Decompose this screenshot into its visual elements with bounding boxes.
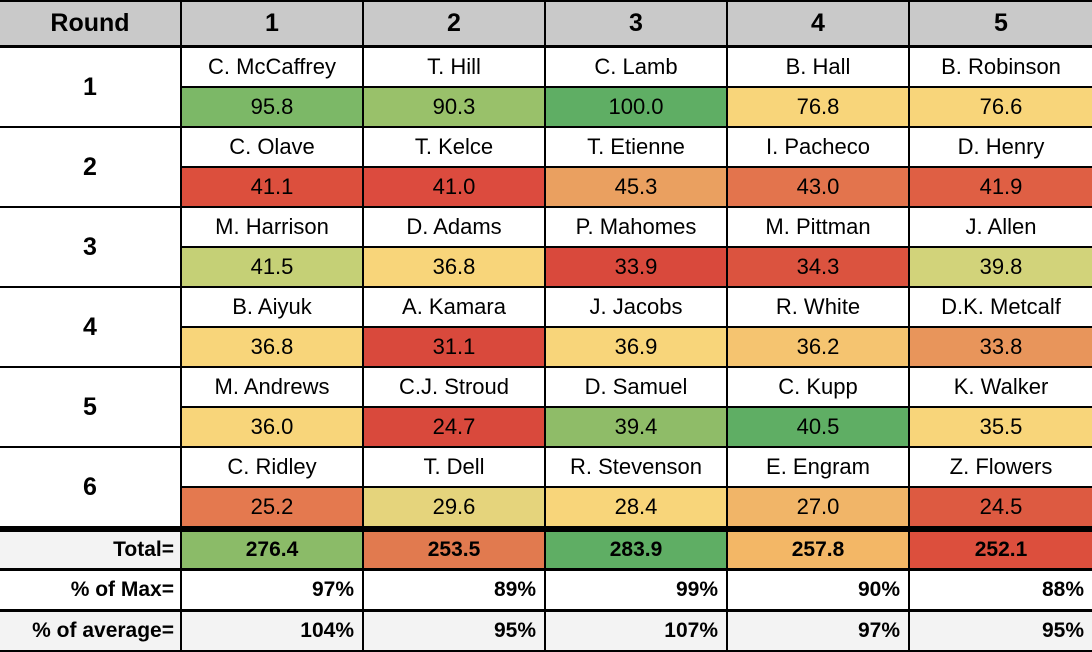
player-score: 35.5 bbox=[910, 408, 1092, 446]
pct-max-label: % of Max= bbox=[0, 571, 180, 609]
round-label-6: 6 bbox=[0, 448, 180, 526]
player-name: R. White bbox=[728, 288, 908, 326]
player-score: 40.5 bbox=[728, 408, 908, 446]
player-score: 33.9 bbox=[546, 248, 726, 286]
player-name: M. Andrews bbox=[182, 368, 362, 406]
player-name: P. Mahomes bbox=[546, 208, 726, 246]
pct-max-value: 90% bbox=[728, 571, 908, 609]
player-name: E. Engram bbox=[728, 448, 908, 486]
player-name: M. Harrison bbox=[182, 208, 362, 246]
player-score: 34.3 bbox=[728, 248, 908, 286]
player-score: 36.0 bbox=[182, 408, 362, 446]
player-name: B. Aiyuk bbox=[182, 288, 362, 326]
round-column-header: Round bbox=[0, 2, 180, 45]
player-name: T. Kelce bbox=[364, 128, 544, 166]
player-score: 41.5 bbox=[182, 248, 362, 286]
player-score: 27.0 bbox=[728, 488, 908, 526]
column-header-2: 2 bbox=[364, 2, 544, 45]
player-name: I. Pacheco bbox=[728, 128, 908, 166]
round-label-3: 3 bbox=[0, 208, 180, 286]
pct-max-value: 89% bbox=[364, 571, 544, 609]
player-name: B. Hall bbox=[728, 48, 908, 86]
column-header-4: 4 bbox=[728, 2, 908, 45]
pct-avg-value: 95% bbox=[910, 612, 1092, 650]
pct-avg-value: 95% bbox=[364, 612, 544, 650]
pct-max-value: 97% bbox=[182, 571, 362, 609]
player-name: C.J. Stroud bbox=[364, 368, 544, 406]
player-score: 29.6 bbox=[364, 488, 544, 526]
player-name: K. Walker bbox=[910, 368, 1092, 406]
total-value: 257.8 bbox=[728, 532, 908, 568]
player-name: D. Samuel bbox=[546, 368, 726, 406]
column-header-5: 5 bbox=[910, 2, 1092, 45]
player-score: 45.3 bbox=[546, 168, 726, 206]
pct-avg-value: 107% bbox=[546, 612, 726, 650]
player-name: R. Stevenson bbox=[546, 448, 726, 486]
player-score: 36.8 bbox=[364, 248, 544, 286]
player-name: D. Adams bbox=[364, 208, 544, 246]
player-score: 36.9 bbox=[546, 328, 726, 366]
player-name: C. McCaffrey bbox=[182, 48, 362, 86]
player-score: 76.8 bbox=[728, 88, 908, 126]
player-name: C. Olave bbox=[182, 128, 362, 166]
player-name: J. Allen bbox=[910, 208, 1092, 246]
player-score: 41.1 bbox=[182, 168, 362, 206]
pct-avg-label: % of average= bbox=[0, 612, 180, 650]
player-name: J. Jacobs bbox=[546, 288, 726, 326]
round-label-1: 1 bbox=[0, 48, 180, 126]
player-score: 41.9 bbox=[910, 168, 1092, 206]
total-value: 276.4 bbox=[182, 532, 362, 568]
column-header-1: 1 bbox=[182, 2, 362, 45]
player-name: C. Lamb bbox=[546, 48, 726, 86]
player-score: 36.8 bbox=[182, 328, 362, 366]
player-name: Z. Flowers bbox=[910, 448, 1092, 486]
player-score: 95.8 bbox=[182, 88, 362, 126]
player-score: 25.2 bbox=[182, 488, 362, 526]
total-value: 252.1 bbox=[910, 532, 1092, 568]
player-name: C. Kupp bbox=[728, 368, 908, 406]
round-label-4: 4 bbox=[0, 288, 180, 366]
player-name: D.K. Metcalf bbox=[910, 288, 1092, 326]
totals-label: Total= bbox=[0, 532, 180, 568]
player-score: 33.8 bbox=[910, 328, 1092, 366]
player-score: 24.5 bbox=[910, 488, 1092, 526]
player-name: D. Henry bbox=[910, 128, 1092, 166]
total-value: 253.5 bbox=[364, 532, 544, 568]
pct-max-value: 99% bbox=[546, 571, 726, 609]
player-name: B. Robinson bbox=[910, 48, 1092, 86]
player-score: 100.0 bbox=[546, 88, 726, 126]
pct-avg-value: 104% bbox=[182, 612, 362, 650]
player-score: 76.6 bbox=[910, 88, 1092, 126]
column-header-3: 3 bbox=[546, 2, 726, 45]
round-label-5: 5 bbox=[0, 368, 180, 446]
round-label-2: 2 bbox=[0, 128, 180, 206]
player-score: 24.7 bbox=[364, 408, 544, 446]
player-name: T. Etienne bbox=[546, 128, 726, 166]
player-score: 39.4 bbox=[546, 408, 726, 446]
player-score: 39.8 bbox=[910, 248, 1092, 286]
player-name: M. Pittman bbox=[728, 208, 908, 246]
pct-max-value: 88% bbox=[910, 571, 1092, 609]
player-score: 31.1 bbox=[364, 328, 544, 366]
player-name: A. Kamara bbox=[364, 288, 544, 326]
pct-avg-value: 97% bbox=[728, 612, 908, 650]
player-score: 36.2 bbox=[728, 328, 908, 366]
player-score: 41.0 bbox=[364, 168, 544, 206]
player-score: 28.4 bbox=[546, 488, 726, 526]
player-score: 43.0 bbox=[728, 168, 908, 206]
player-name: T. Dell bbox=[364, 448, 544, 486]
player-name: C. Ridley bbox=[182, 448, 362, 486]
player-score: 90.3 bbox=[364, 88, 544, 126]
player-name: T. Hill bbox=[364, 48, 544, 86]
total-value: 283.9 bbox=[546, 532, 726, 568]
